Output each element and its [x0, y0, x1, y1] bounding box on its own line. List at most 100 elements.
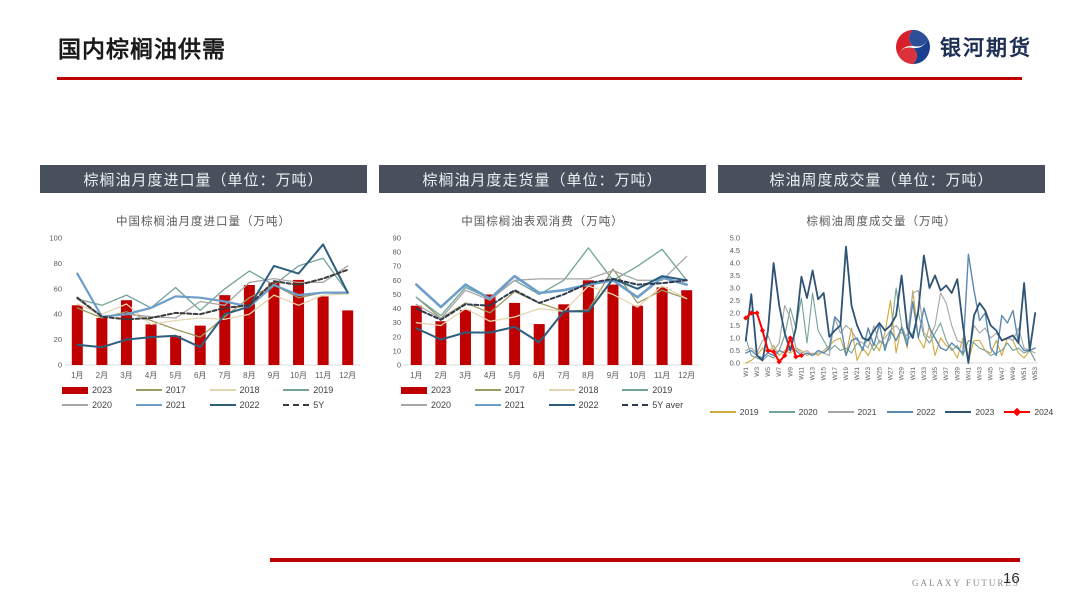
svg-text:70: 70 — [393, 262, 401, 271]
svg-text:10月: 10月 — [290, 371, 307, 380]
svg-text:0.5: 0.5 — [730, 346, 740, 355]
svg-text:W49: W49 — [1010, 367, 1017, 381]
legend-swatch — [548, 404, 575, 406]
galaxy-swirl-icon — [896, 29, 930, 65]
svg-text:3.0: 3.0 — [730, 284, 740, 293]
legend-label: 2020 — [431, 400, 452, 410]
svg-text:2.5: 2.5 — [730, 296, 740, 305]
svg-text:W27: W27 — [888, 367, 895, 381]
diamond-marker-icon — [1013, 407, 1022, 417]
footer-brand: GALAXY FUTURES — [912, 578, 1020, 588]
svg-text:20: 20 — [393, 332, 401, 341]
legend-label: 2020 — [798, 407, 818, 417]
svg-text:60: 60 — [393, 276, 401, 285]
legend-item-2022: 2022 — [548, 400, 623, 410]
legend-label: 2017 — [504, 385, 525, 395]
legend-swatch — [474, 389, 501, 391]
legend-label: 2020 — [92, 400, 113, 410]
legend-item-2023: 2023 — [945, 407, 994, 417]
legend-label: 5Y — [313, 400, 325, 410]
legend-label: 5Y aver — [652, 400, 684, 410]
svg-text:10月: 10月 — [629, 371, 646, 380]
legend-item-2017: 2017 — [474, 385, 549, 395]
legend-swatch — [622, 389, 649, 391]
legend-item-2021: 2021 — [135, 400, 210, 410]
legend-label: 2019 — [652, 385, 673, 395]
page-number: 16 — [1003, 570, 1020, 587]
legend-swatch — [827, 411, 854, 413]
svg-text:9月: 9月 — [268, 371, 280, 380]
legend-swatch — [283, 389, 310, 391]
legend-swatch — [209, 389, 236, 391]
legend-label: 2023 — [975, 407, 995, 417]
chart-panel-monthly-consumption: 棕榈油月度走货量（单位：万吨） 中国棕榈油表观消费（万吨） 0 10 20 30 40 5… — [379, 165, 706, 417]
svg-text:W11: W11 — [798, 367, 805, 380]
svg-text:W7: W7 — [776, 367, 783, 377]
legend-label: 2022 — [578, 400, 599, 410]
legend-label: 2023 — [431, 385, 452, 395]
svg-text:12月: 12月 — [678, 371, 695, 380]
svg-text:7月: 7月 — [558, 371, 570, 380]
svg-text:6月: 6月 — [194, 371, 206, 380]
svg-text:W9: W9 — [787, 367, 794, 377]
legend-label: 2022 — [916, 407, 936, 417]
legend-item-2022: 2022 — [886, 407, 936, 417]
svg-text:4月: 4月 — [484, 371, 496, 380]
panel-header: 棕油周度成交量（单位：万吨） — [718, 165, 1045, 193]
legend-label: 2021 — [165, 400, 186, 410]
legend-item-2018: 2018 — [548, 385, 623, 395]
legend-label: 2021 — [857, 407, 877, 417]
chart-title: 中国棕榈油月度进口量（万吨） — [116, 216, 291, 228]
svg-text:W19: W19 — [843, 367, 850, 381]
svg-text:0: 0 — [58, 361, 62, 370]
legend-label: 2019 — [313, 385, 334, 395]
legend-label: 2018 — [578, 385, 599, 395]
chart-legend: 2019 2020 2021 2022 2023 2024 — [709, 407, 1053, 417]
legend-item-5y-aver: 5Y aver — [622, 400, 696, 410]
chart-canvas-imports: 0 20 40 60 80 100 1月 2月 3月 4月 5月 6月 7月 8月 9月 10月 11月 12月 — [49, 234, 360, 380]
svg-text:0.0: 0.0 — [730, 359, 740, 368]
svg-text:W31: W31 — [910, 367, 917, 381]
chart-title: 棕榈油周度成交量（万吨） — [806, 216, 957, 228]
svg-text:W17: W17 — [832, 367, 839, 381]
svg-text:W47: W47 — [999, 367, 1006, 381]
svg-text:100: 100 — [49, 234, 62, 243]
legend-swatch — [401, 386, 427, 394]
svg-text:30: 30 — [393, 318, 401, 327]
legend-label: 2021 — [504, 400, 525, 410]
svg-text:6月: 6月 — [533, 371, 545, 380]
panel-header-label: 棕油周度成交量（单位：万吨） — [769, 171, 994, 189]
svg-text:20: 20 — [54, 335, 62, 344]
svg-text:60: 60 — [54, 284, 62, 293]
legend-item-2024: 2024 — [1004, 407, 1053, 417]
svg-text:W33: W33 — [921, 367, 928, 381]
legend-swatch — [548, 389, 575, 391]
page-title: 国内棕榈油供需 — [58, 36, 226, 62]
svg-text:50: 50 — [393, 290, 401, 299]
svg-text:40: 40 — [54, 310, 62, 319]
legend-item-2023: 2023 — [62, 385, 136, 395]
svg-text:9月: 9月 — [607, 371, 619, 380]
svg-text:1月: 1月 — [71, 371, 83, 380]
legend-item-2023: 2023 — [401, 385, 475, 395]
legend-swatch — [62, 386, 88, 394]
legend-item-2020: 2020 — [62, 400, 136, 410]
legend-label: 2018 — [239, 385, 260, 395]
svg-text:W3: W3 — [754, 367, 761, 377]
brand-logo: 银河期货 — [894, 28, 1032, 66]
panel-header: 棕榈油月度进口量（单位：万吨） — [40, 165, 367, 193]
svg-text:2.0: 2.0 — [730, 309, 740, 318]
legend-swatch — [768, 411, 795, 413]
chart-canvas-consumption: 0 10 20 30 40 50 60 70 80 90 1月 2月 3月 4月 5月 6月 7月 8月 9月 10月… — [393, 234, 699, 380]
chart-legend: 2023 2017 2018 2019 2020 2021 2022 5Y aver — [379, 385, 706, 410]
svg-text:3.5: 3.5 — [730, 271, 740, 280]
svg-text:0: 0 — [397, 361, 401, 370]
svg-text:4.0: 4.0 — [730, 259, 740, 268]
legend-swatch — [622, 404, 649, 406]
legend-label: 2017 — [165, 385, 186, 395]
legend-label: 2023 — [92, 385, 113, 395]
title-divider — [57, 77, 1022, 80]
legend-swatch — [474, 404, 501, 406]
legend-swatch — [62, 404, 88, 406]
legend-item-2020: 2020 — [401, 400, 475, 410]
